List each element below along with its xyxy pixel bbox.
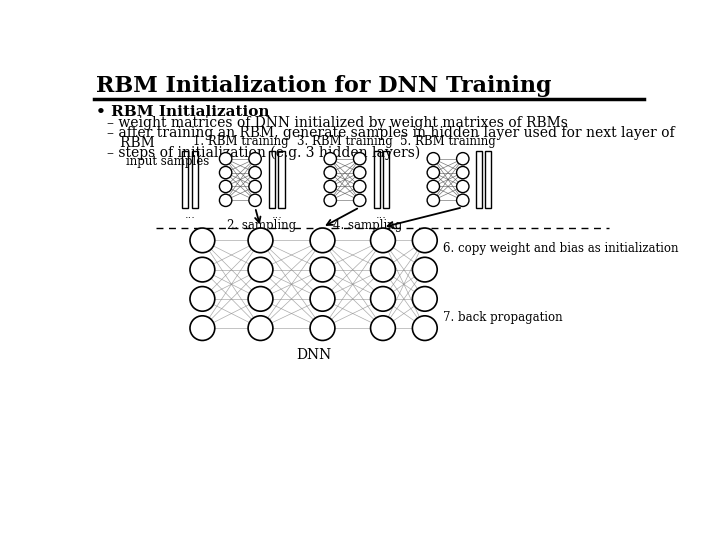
Text: • RBM Initialization: • RBM Initialization <box>96 105 270 119</box>
Circle shape <box>249 153 261 165</box>
Circle shape <box>324 194 336 206</box>
Circle shape <box>248 287 273 311</box>
Circle shape <box>310 228 335 253</box>
Circle shape <box>456 166 469 179</box>
Circle shape <box>413 257 437 282</box>
Circle shape <box>371 287 395 311</box>
Circle shape <box>220 180 232 193</box>
Circle shape <box>427 153 439 165</box>
Text: 6. copy weight and bias as initialization: 6. copy weight and bias as initializatio… <box>443 242 678 255</box>
Circle shape <box>249 166 261 179</box>
Bar <box>192 151 198 208</box>
Text: 7. back propagation: 7. back propagation <box>443 311 562 324</box>
Bar <box>269 151 275 208</box>
Circle shape <box>190 287 215 311</box>
Circle shape <box>371 316 395 340</box>
Text: 4. sampling: 4. sampling <box>333 219 402 232</box>
Circle shape <box>354 194 366 206</box>
Circle shape <box>220 166 232 179</box>
Circle shape <box>249 180 261 193</box>
Bar <box>383 151 389 208</box>
Circle shape <box>220 194 232 206</box>
Text: 1. RBM training: 1. RBM training <box>192 135 288 148</box>
Circle shape <box>371 257 395 282</box>
Bar <box>279 151 284 208</box>
Circle shape <box>354 166 366 179</box>
Circle shape <box>354 180 366 193</box>
Circle shape <box>249 194 261 206</box>
Text: ...: ... <box>271 210 282 220</box>
Circle shape <box>310 287 335 311</box>
Circle shape <box>371 228 395 253</box>
Circle shape <box>248 228 273 253</box>
Bar <box>485 151 492 208</box>
Bar <box>374 151 380 208</box>
Circle shape <box>310 316 335 340</box>
Text: – after training an RBM, generate samples in hidden layer used for next layer of: – after training an RBM, generate sample… <box>107 126 675 140</box>
Text: ...: ... <box>184 210 195 220</box>
Text: 2. sampling: 2. sampling <box>228 219 297 232</box>
Text: DNN: DNN <box>296 348 331 362</box>
Circle shape <box>324 153 336 165</box>
Text: RBM: RBM <box>107 136 155 150</box>
Circle shape <box>190 257 215 282</box>
Bar <box>476 151 482 208</box>
Circle shape <box>190 228 215 253</box>
Circle shape <box>248 257 273 282</box>
Circle shape <box>354 153 366 165</box>
Circle shape <box>220 153 232 165</box>
Text: 3. RBM training: 3. RBM training <box>297 135 393 148</box>
Circle shape <box>427 194 439 206</box>
Text: input samples: input samples <box>126 155 209 168</box>
Circle shape <box>324 180 336 193</box>
Bar <box>182 151 189 208</box>
Text: 5. RBM training: 5. RBM training <box>400 135 496 148</box>
Circle shape <box>456 194 469 206</box>
Circle shape <box>413 287 437 311</box>
Circle shape <box>413 228 437 253</box>
Circle shape <box>310 257 335 282</box>
Text: – steps of initialization (e.g. 3 hidden layers): – steps of initialization (e.g. 3 hidden… <box>107 146 420 160</box>
Circle shape <box>324 166 336 179</box>
Circle shape <box>427 180 439 193</box>
Text: RBM Initialization for DNN Training: RBM Initialization for DNN Training <box>96 75 552 97</box>
Circle shape <box>190 316 215 340</box>
Circle shape <box>413 316 437 340</box>
Circle shape <box>456 153 469 165</box>
Circle shape <box>427 166 439 179</box>
Circle shape <box>248 316 273 340</box>
Text: – weight matrices of DNN initialized by weight matrixes of RBMs: – weight matrices of DNN initialized by … <box>107 116 568 130</box>
Text: ...: ... <box>376 210 387 220</box>
Circle shape <box>456 180 469 193</box>
